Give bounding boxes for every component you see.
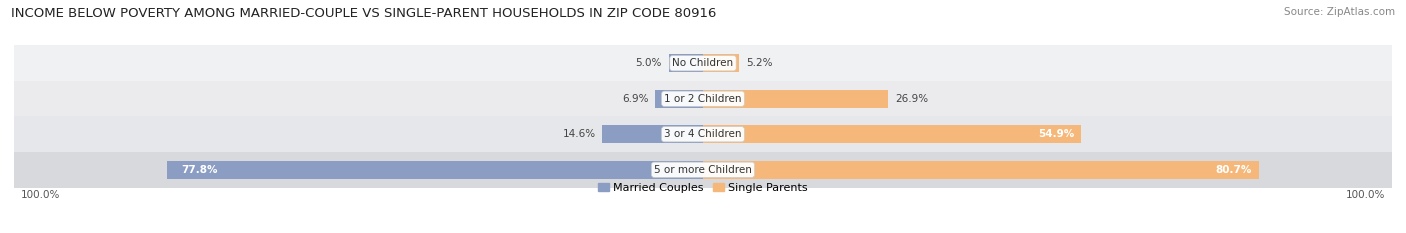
Text: 5 or more Children: 5 or more Children [654, 165, 752, 175]
Text: 5.2%: 5.2% [745, 58, 772, 68]
Bar [655, 89, 703, 108]
Text: Source: ZipAtlas.com: Source: ZipAtlas.com [1284, 7, 1395, 17]
Bar [703, 125, 1081, 144]
Text: No Children: No Children [672, 58, 734, 68]
Text: 77.8%: 77.8% [181, 165, 218, 175]
Text: 100.0%: 100.0% [1346, 190, 1385, 200]
Text: 5.0%: 5.0% [636, 58, 662, 68]
Text: 1 or 2 Children: 1 or 2 Children [664, 94, 742, 104]
Text: 54.9%: 54.9% [1038, 129, 1074, 139]
Bar [602, 125, 703, 144]
Text: 26.9%: 26.9% [896, 94, 928, 104]
Bar [14, 152, 1392, 188]
Text: INCOME BELOW POVERTY AMONG MARRIED-COUPLE VS SINGLE-PARENT HOUSEHOLDS IN ZIP COD: INCOME BELOW POVERTY AMONG MARRIED-COUPL… [11, 7, 717, 20]
Bar [14, 81, 1392, 116]
Text: 100.0%: 100.0% [21, 190, 60, 200]
Bar [14, 45, 1392, 81]
Text: 14.6%: 14.6% [562, 129, 596, 139]
Bar [669, 54, 703, 72]
Legend: Married Couples, Single Parents: Married Couples, Single Parents [593, 178, 813, 197]
Text: 6.9%: 6.9% [621, 94, 648, 104]
Bar [703, 161, 1258, 179]
Bar [703, 89, 889, 108]
Bar [167, 161, 703, 179]
Text: 80.7%: 80.7% [1216, 165, 1253, 175]
Text: 3 or 4 Children: 3 or 4 Children [664, 129, 742, 139]
Bar [703, 54, 738, 72]
Bar [14, 116, 1392, 152]
